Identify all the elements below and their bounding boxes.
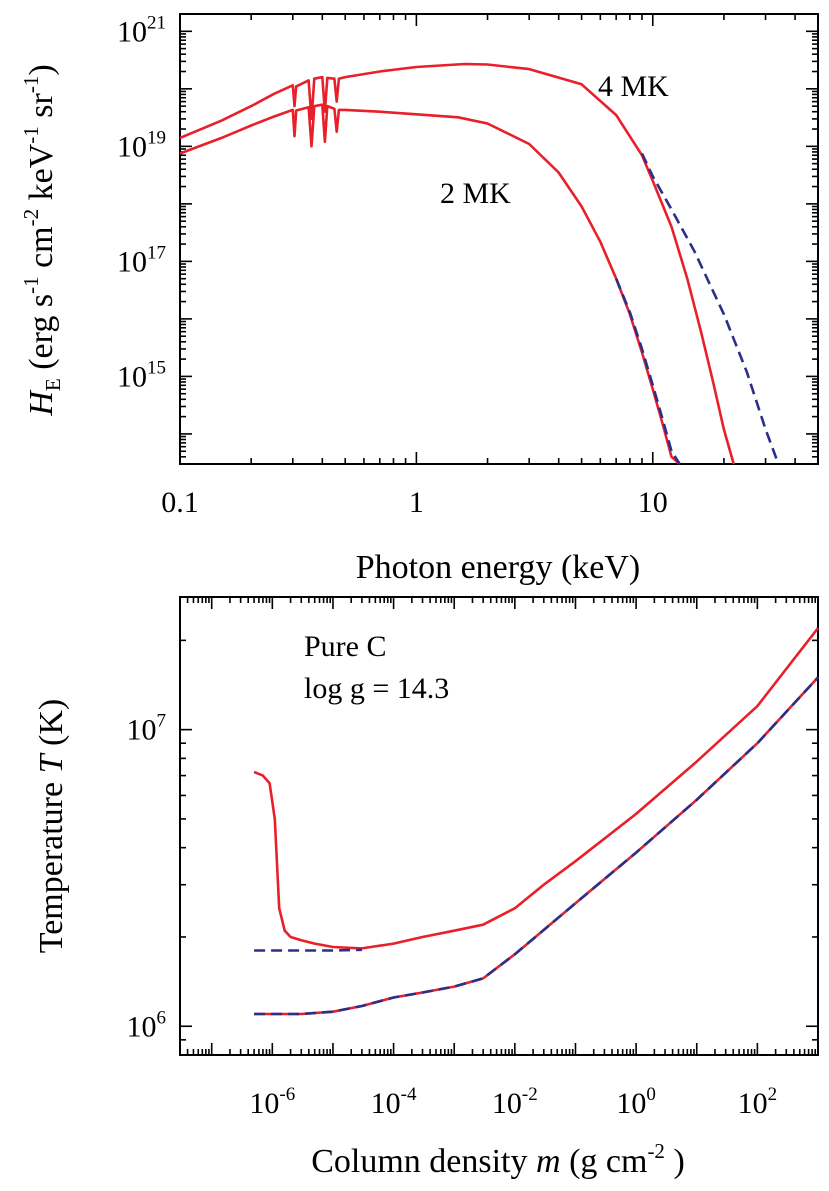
solid-curve-0: [179, 62, 735, 465]
x-tick-base: 10: [371, 1087, 401, 1120]
x-tick-label: 100: [616, 1084, 656, 1120]
y-title-unit-3: keV: [23, 143, 60, 209]
annotation-pure-c: Pure C: [304, 630, 387, 663]
x-tick-base: 10: [492, 1087, 522, 1120]
y-tick-label: 1019: [117, 127, 166, 163]
spectrum-x-axis-title: Photon energy (keV): [356, 549, 641, 586]
temperature-series: [253, 627, 820, 1016]
x-title-exp: -2: [647, 1139, 665, 1163]
y2-title-var: T: [33, 752, 70, 773]
y-tick-exp: 17: [147, 242, 166, 263]
y-tick-exp: 21: [147, 12, 166, 33]
x-tick-label: 10-2: [492, 1084, 538, 1120]
y-tick-base: 10: [117, 15, 147, 48]
dashed-curve-1: [254, 948, 362, 952]
y-tick-exp: 15: [147, 357, 166, 378]
x-tick-label: 0.1: [161, 486, 199, 519]
x-title-text: Column density: [311, 1143, 536, 1180]
solid-curve-0: [253, 627, 820, 950]
y-title-var: H: [23, 389, 60, 417]
temperature-ticks: [179, 597, 819, 1056]
dashed-curve-1: [640, 152, 780, 465]
x-tick-base: 10: [738, 1087, 768, 1120]
x-title-close: ): [665, 1143, 685, 1180]
y-tick-exp: 19: [147, 127, 166, 148]
x-tick-exp: 2: [768, 1084, 778, 1105]
x-tick-label: 1: [409, 486, 424, 519]
y-tick-base: 10: [117, 130, 147, 163]
spectrum-plot-frame: [179, 13, 819, 465]
x-tick-exp: -4: [401, 1084, 417, 1105]
x-title-unit: (g cm: [561, 1143, 648, 1180]
y-tick-base: 10: [127, 1010, 157, 1043]
x-tick-exp: -6: [279, 1084, 295, 1105]
x-tick-label: 102: [738, 1084, 778, 1120]
x-tick-exp: -2: [522, 1084, 538, 1105]
y-tick-label: 1021: [117, 12, 166, 48]
dashed-curve-3: [254, 676, 819, 1016]
x-tick-base: 10: [249, 1087, 279, 1120]
x-title-var: m: [536, 1143, 561, 1180]
y-title-exp-3: -1: [19, 126, 43, 144]
y-title-close: ): [23, 64, 60, 75]
solid-curve-2: [179, 103, 681, 465]
spectrum-y-axis-title: HE (erg s-1 cm-2 keV-1 sr-1): [19, 64, 65, 416]
dashed-curve-3: [614, 278, 681, 465]
y-tick-exp: 7: [157, 711, 167, 732]
y-title-unit-2: cm: [23, 226, 60, 276]
y-title-sub: E: [41, 378, 65, 391]
x-tick-label: 10: [638, 486, 668, 519]
temperature-plot-frame: [179, 596, 819, 1056]
y-title-unit-1: (erg s: [23, 294, 60, 378]
annotation-4mk: 4 MK: [598, 70, 669, 103]
x-tick-exp: 0: [646, 1084, 656, 1105]
y-title-exp-4: -1: [19, 76, 43, 94]
y-tick-label: 1015: [117, 357, 166, 393]
temperature-x-axis-title: Column density m (g cm-2 ): [311, 1139, 685, 1180]
y-title-unit-4: sr: [23, 92, 60, 126]
y-tick-base: 10: [117, 245, 147, 278]
spectrum-series: [179, 62, 780, 465]
y-tick-label: 1017: [117, 242, 166, 278]
y2-title-text: Temperature: [33, 773, 70, 953]
spectrum-ticks: [179, 13, 819, 465]
y-tick-exp: 6: [157, 1007, 167, 1028]
y2-title-unit: (K): [33, 699, 70, 755]
annotation-log-g: log g = 14.3: [304, 672, 449, 705]
y-tick-base: 10: [127, 714, 157, 747]
temperature-y-axis-title: Temperature T (K): [33, 699, 70, 953]
x-tick-label: 10-4: [371, 1084, 417, 1120]
x-tick-label: 10-6: [249, 1084, 295, 1120]
y-tick-base: 10: [117, 360, 147, 393]
y-title-exp-1: -1: [19, 276, 43, 294]
y-tick-label: 106: [127, 1007, 167, 1043]
y-title-exp-2: -2: [19, 209, 43, 227]
annotation-2mk: 2 MK: [440, 177, 511, 210]
x-tick-base: 10: [616, 1087, 646, 1120]
y-tick-label: 107: [127, 711, 167, 747]
